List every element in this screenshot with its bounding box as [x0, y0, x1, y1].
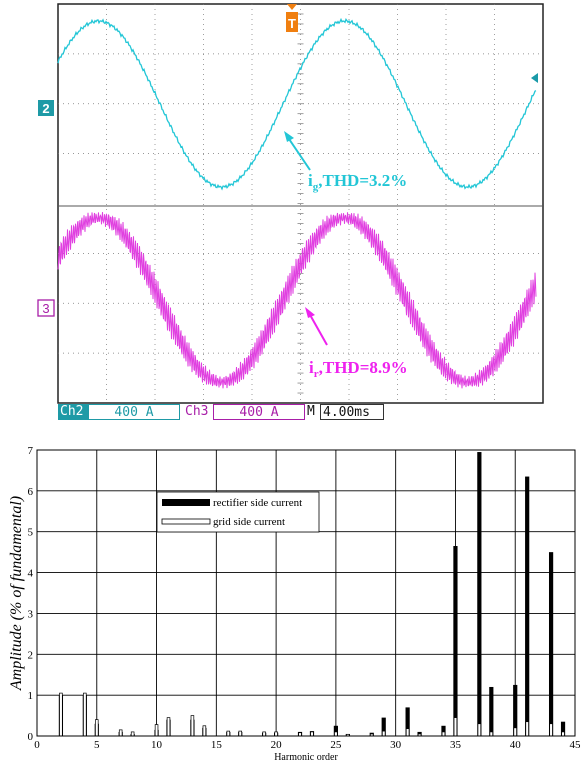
- x-tick-label: 5: [94, 739, 100, 751]
- annotation-grid-symbol: i: [308, 171, 313, 190]
- annotation-rectifier-subscript: r: [314, 368, 319, 380]
- bar-grid: [513, 727, 517, 737]
- legend-label-rectifier: rectifier side current: [213, 497, 302, 509]
- y-tick-label: 5: [28, 527, 34, 539]
- bar-grid: [310, 731, 314, 737]
- bar-rectifier: [381, 717, 386, 736]
- annotation-grid-subscript: g: [313, 181, 319, 193]
- y-tick-label: 3: [28, 608, 34, 620]
- ch3-ground-marker: 3: [37, 299, 55, 317]
- x-tick-label: 35: [450, 739, 462, 751]
- bar-rectifier: [333, 725, 338, 736]
- bar-rectifier: [489, 686, 494, 736]
- ch3-ground-marker-label: 3: [42, 301, 49, 316]
- status-timebase: 4.00ms: [320, 404, 384, 420]
- annotation-grid-thd: ,THD=3.2%: [318, 171, 407, 190]
- bar-grid: [202, 725, 207, 737]
- bar-grid: [154, 724, 159, 737]
- bar-rectifier: [560, 721, 566, 736]
- bar-grid: [334, 731, 338, 737]
- annotation-rectifier-current: ir,THD=8.9%: [305, 307, 408, 380]
- bar-rectifier: [477, 452, 482, 736]
- bar-rectifier: [405, 707, 410, 736]
- x-axis-title: Harmonic order: [274, 752, 338, 761]
- ch2-ground-marker: 2: [38, 100, 54, 116]
- ch2-ground-marker-label: 2: [42, 101, 49, 116]
- bar-grid: [166, 717, 171, 737]
- x-tick-label: 25: [330, 739, 342, 751]
- y-tick-label: 7: [28, 445, 34, 457]
- bar-grid: [525, 721, 529, 737]
- x-tick-label: 40: [510, 739, 522, 751]
- x-tick-label: 45: [570, 739, 582, 751]
- status-ch3-scale: 400 A: [213, 404, 305, 420]
- trigger-marker: T: [286, 4, 298, 32]
- bar-grid: [190, 715, 195, 737]
- annotation-grid-current: ig,THD=3.2%: [284, 131, 407, 193]
- annotation-rectifier-thd: ,THD=8.9%: [319, 358, 408, 377]
- bar-rectifier: [513, 684, 518, 736]
- bar-grid: [238, 730, 242, 737]
- bar-grid: [95, 719, 99, 737]
- svg-text:ig,THD=3.2%: ig,THD=3.2%: [308, 171, 407, 193]
- annotation-rectifier-symbol: i: [309, 358, 314, 377]
- trigger-marker-label: T: [288, 16, 296, 31]
- oscilloscope-screen: T 2 3 ig,THD=3.2% ir,THD=8.9%: [37, 3, 544, 404]
- y-tick-label: 1: [28, 690, 34, 702]
- bar-grid: [226, 730, 231, 737]
- bar-grid: [477, 723, 482, 737]
- status-ch3-label: Ch3: [185, 404, 209, 419]
- bar-grid: [274, 731, 278, 737]
- bar-grid: [59, 692, 63, 737]
- legend-swatch-rectifier: [162, 499, 210, 506]
- x-tick-label: 30: [390, 739, 402, 751]
- bar-grid: [405, 728, 410, 737]
- bar-grid: [381, 730, 386, 737]
- y-axis-title: Amplitude (% of fundamental): [8, 496, 25, 691]
- bar-rectifier: [441, 725, 446, 736]
- x-tick-label: 15: [211, 739, 223, 751]
- bar-grid: [118, 729, 123, 737]
- bar-rectifier: [525, 476, 530, 736]
- bar-grid: [130, 731, 135, 737]
- bar-grid: [441, 731, 446, 737]
- bar-grid: [561, 731, 565, 737]
- legend-label-grid: grid side current: [213, 516, 285, 528]
- bar-grid: [549, 723, 553, 737]
- plot-frame: [36, 449, 576, 737]
- x-tick-label: 20: [271, 739, 283, 751]
- x-tick-label: 10: [151, 739, 163, 751]
- bar-rectifier: [548, 552, 554, 736]
- bar-grid: [489, 731, 494, 737]
- y-tick-label: 0: [28, 731, 34, 743]
- bar-grid: [453, 717, 458, 737]
- legend: rectifier side current grid side current: [156, 491, 320, 533]
- trace-ch2-grid-current: [57, 17, 537, 191]
- x-tick-label: 0: [34, 739, 40, 751]
- status-ch2-scale: 400 A: [88, 404, 180, 420]
- chart-grid: [37, 450, 575, 736]
- y-tick-label: 6: [28, 486, 34, 498]
- trace-ch3-rectifier-current: [57, 212, 537, 389]
- y-tick-label: 4: [28, 568, 34, 580]
- status-ch2-label: Ch2: [58, 404, 88, 420]
- bar-rectifier: [453, 546, 458, 736]
- y-tick-label: 2: [28, 649, 34, 661]
- ch2-right-edge-marker-icon: [531, 73, 538, 83]
- status-timebase-prefix: M: [307, 404, 315, 419]
- svg-text:ir,THD=8.9%: ir,THD=8.9%: [309, 358, 408, 380]
- bar-grid: [83, 692, 87, 737]
- legend-swatch-grid: [161, 518, 211, 525]
- legend-box: [156, 491, 320, 533]
- bar-grid: [262, 731, 266, 737]
